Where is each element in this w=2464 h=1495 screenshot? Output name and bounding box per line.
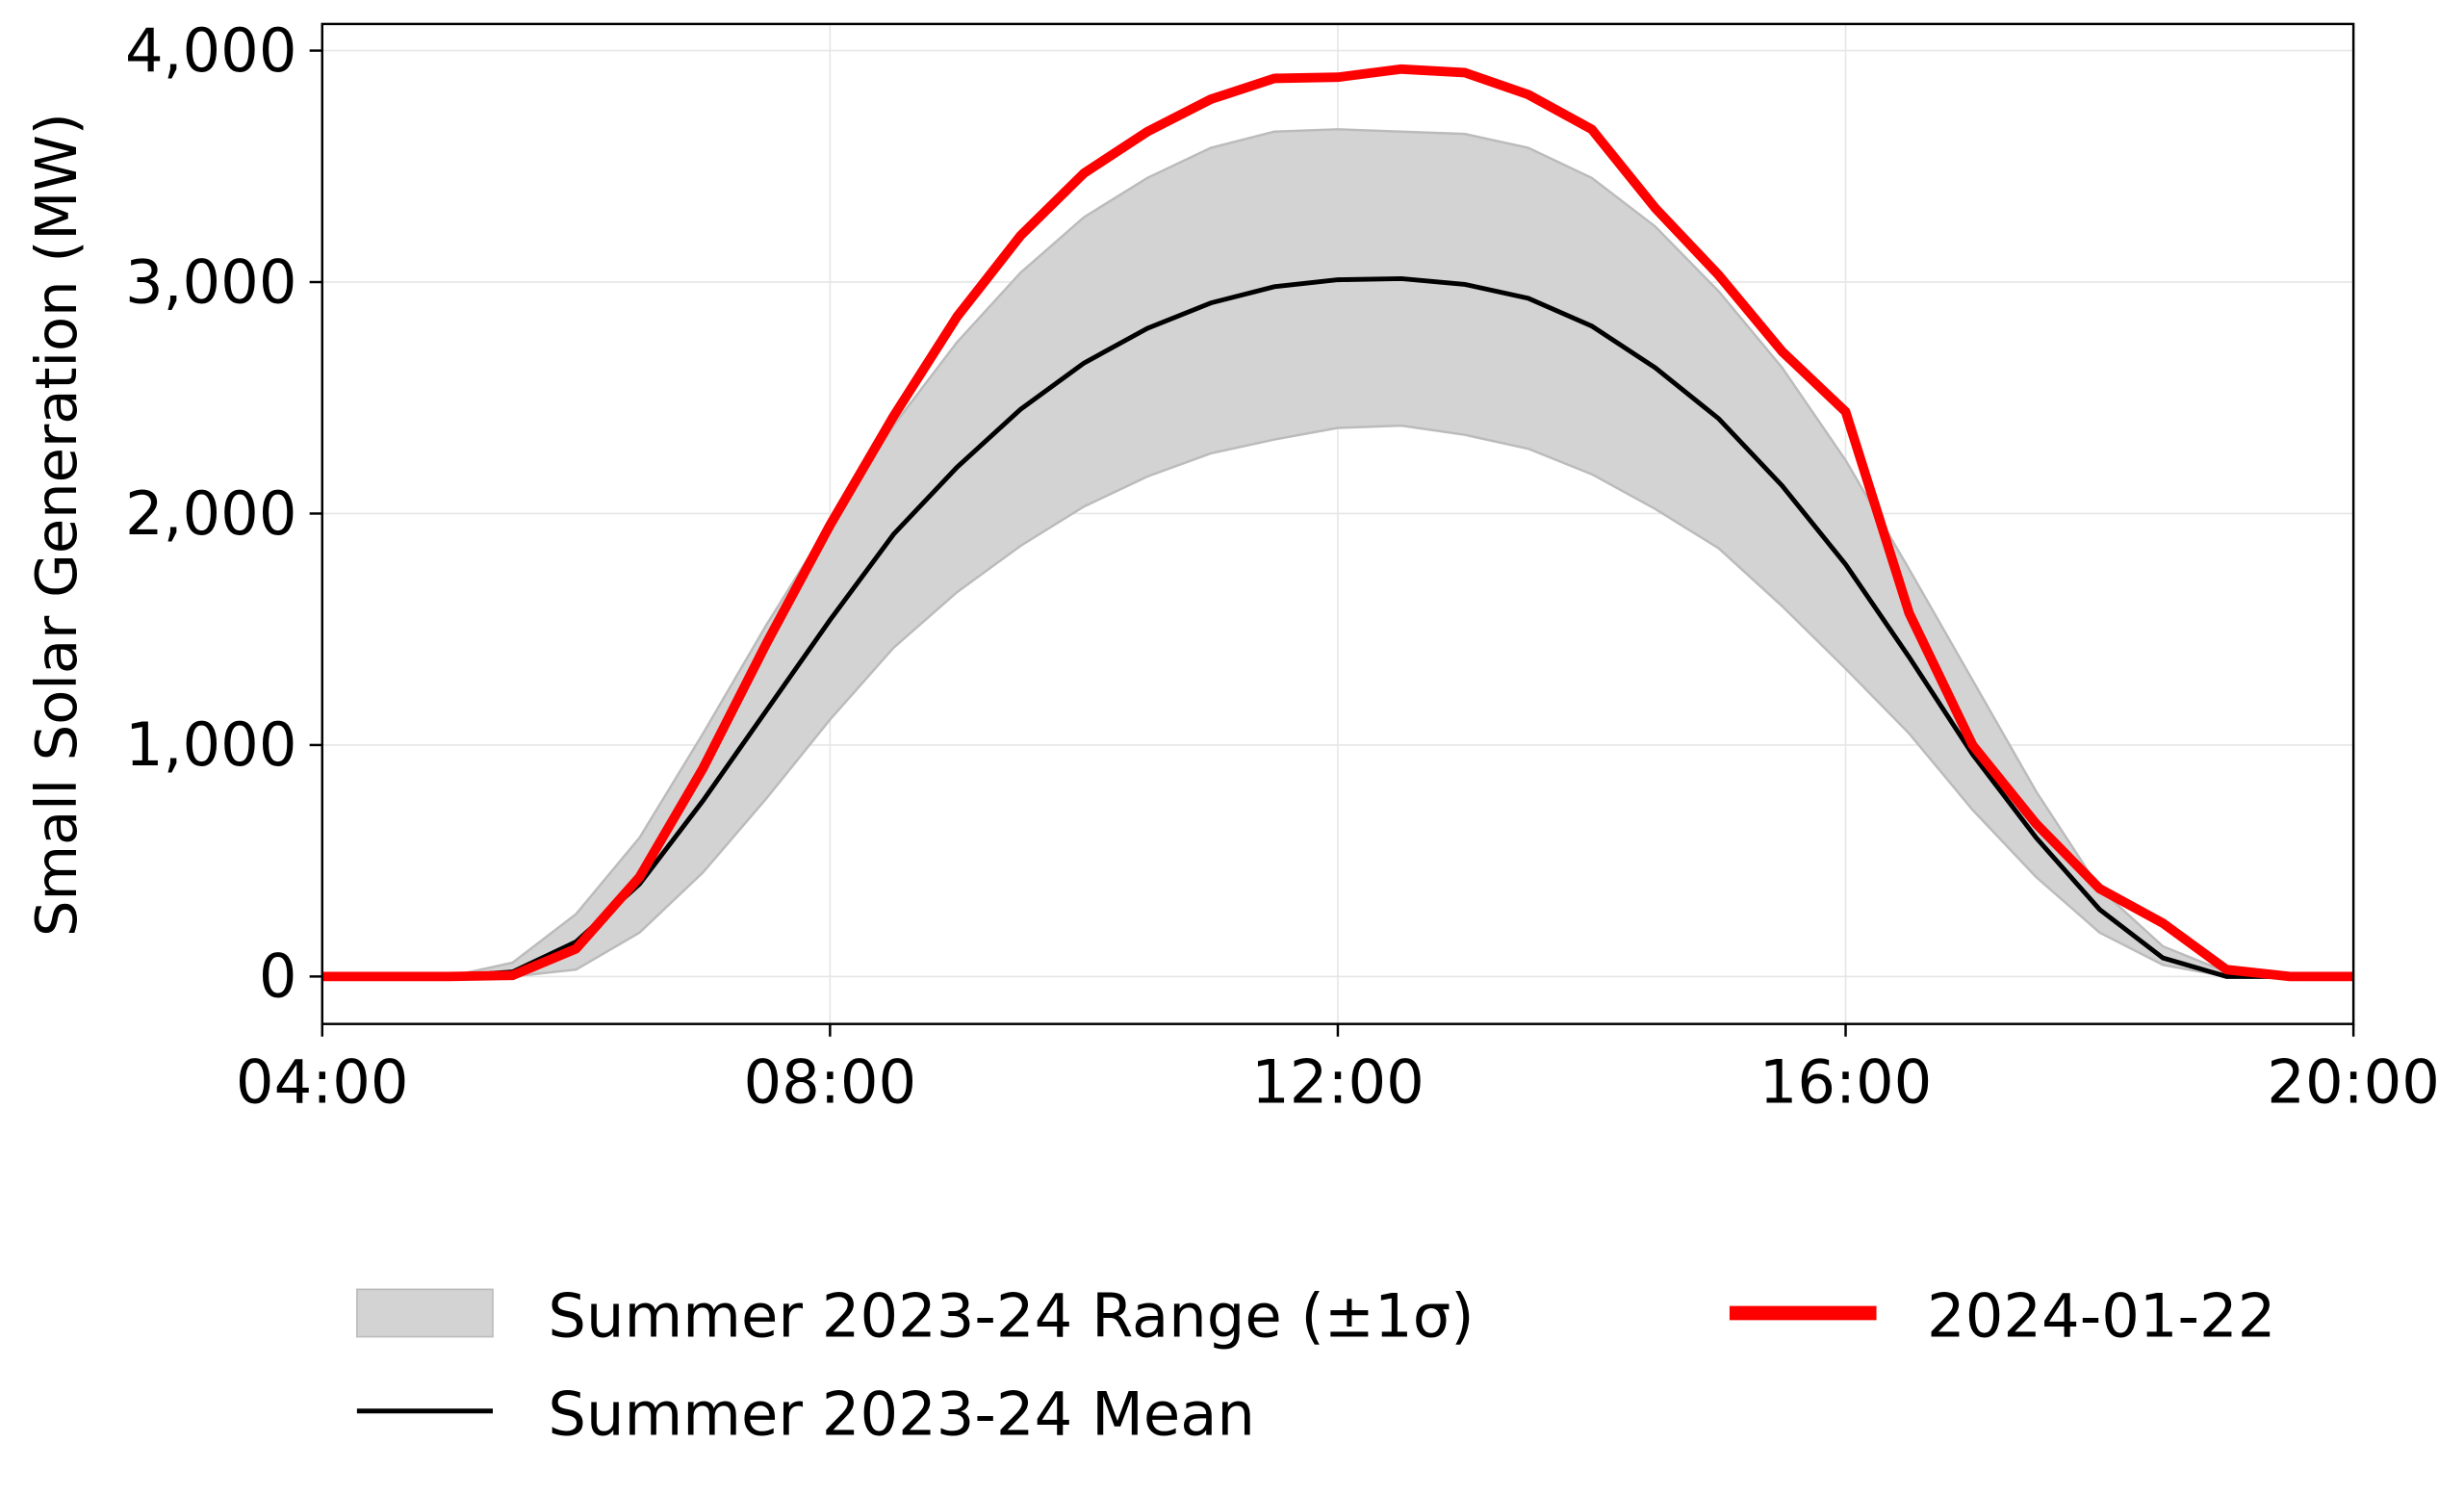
axis-ticks: 04:00 08:00 12:00 16:00 20:00 0 1,000 2,000 3,00… <box>125 15 2440 1118</box>
legend-band-swatch <box>356 1288 494 1338</box>
y-tick-label: 3,000 <box>125 246 296 317</box>
y-tick-label: 4,000 <box>125 15 296 86</box>
range-band <box>321 128 2354 978</box>
x-tick-label: 20:00 <box>2267 1047 2440 1118</box>
mean-line <box>321 275 2354 979</box>
y-axis-label: Small Solar Generation (MW) <box>23 113 90 937</box>
y-tick-label: 2,000 <box>125 478 296 549</box>
y-tick-label: 0 <box>259 941 297 1012</box>
legend: Summer 2023-24 Range (±1σ) Summer 2023-2… <box>356 1281 2275 1449</box>
legend-date-label: 2024-01-22 <box>1927 1281 2275 1352</box>
legend-mean-label: Summer 2023-24 Mean <box>548 1379 1255 1449</box>
y-tick-label: 1,000 <box>125 709 296 780</box>
x-tick-label: 16:00 <box>1759 1047 1933 1118</box>
legend-band-label: Summer 2023-24 Range (±1σ) <box>548 1281 1474 1352</box>
x-tick-label: 08:00 <box>744 1047 917 1118</box>
date-line <box>321 64 2354 982</box>
x-tick-label: 12:00 <box>1251 1047 1424 1118</box>
x-tick-label: 04:00 <box>236 1047 409 1118</box>
